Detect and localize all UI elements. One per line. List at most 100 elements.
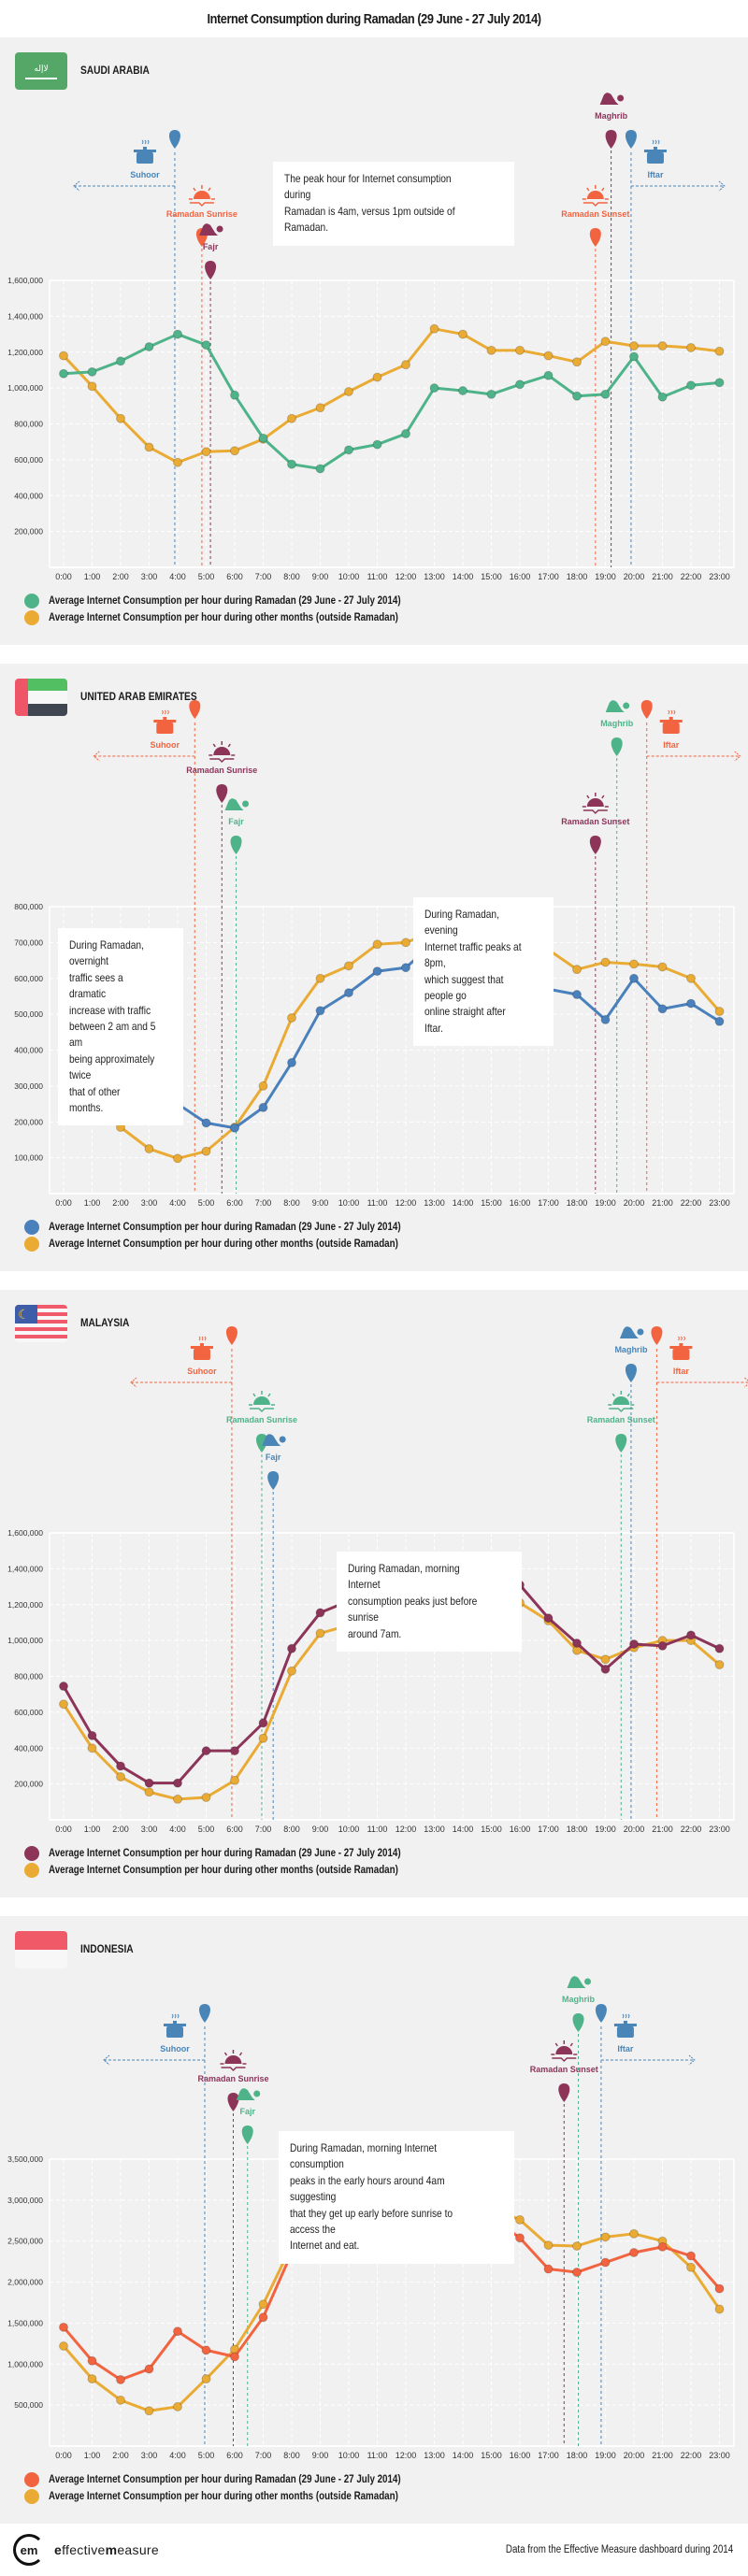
data-point[interactable]: [258, 1718, 268, 1728]
data-point[interactable]: [515, 2214, 525, 2225]
data-point[interactable]: [87, 1730, 97, 1740]
legend-item-ramadan[interactable]: Average Internet Consumption per hour du…: [24, 2471, 463, 2488]
data-point[interactable]: [572, 965, 582, 975]
data-point[interactable]: [144, 1778, 154, 1788]
data-point[interactable]: [572, 1639, 582, 1649]
data-point[interactable]: [287, 459, 296, 469]
data-point[interactable]: [629, 2247, 639, 2257]
data-point[interactable]: [714, 1643, 725, 1653]
data-point[interactable]: [543, 2264, 554, 2274]
data-point[interactable]: [543, 351, 554, 361]
data-point[interactable]: [230, 446, 239, 456]
data-point[interactable]: [686, 973, 696, 983]
data-point[interactable]: [258, 1080, 268, 1091]
data-point[interactable]: [201, 340, 211, 351]
data-point[interactable]: [87, 381, 97, 392]
data-point[interactable]: [116, 356, 125, 366]
data-point[interactable]: [401, 963, 410, 973]
data-point[interactable]: [714, 1016, 725, 1026]
data-point[interactable]: [287, 1057, 296, 1067]
data-point[interactable]: [144, 1144, 154, 1154]
data-point[interactable]: [315, 1006, 325, 1016]
data-point[interactable]: [230, 1746, 239, 1756]
data-point[interactable]: [543, 370, 554, 380]
data-point[interactable]: [657, 962, 668, 972]
data-point[interactable]: [230, 2352, 239, 2362]
data-point[interactable]: [59, 2322, 68, 2332]
data-point[interactable]: [572, 2268, 582, 2278]
data-point[interactable]: [59, 368, 68, 379]
data-point[interactable]: [714, 2304, 725, 2314]
data-point[interactable]: [116, 2395, 125, 2405]
data-point[interactable]: [600, 336, 611, 347]
data-point[interactable]: [600, 389, 611, 399]
data-point[interactable]: [116, 2374, 125, 2384]
data-point[interactable]: [401, 937, 410, 948]
data-point[interactable]: [315, 403, 325, 413]
data-point[interactable]: [629, 959, 639, 969]
data-point[interactable]: [515, 2233, 525, 2243]
data-point[interactable]: [201, 447, 211, 457]
data-point[interactable]: [600, 2232, 611, 2242]
data-point[interactable]: [201, 1793, 211, 1803]
data-point[interactable]: [144, 2364, 154, 2374]
data-point[interactable]: [59, 1699, 68, 1710]
data-point[interactable]: [258, 2299, 268, 2310]
data-point[interactable]: [714, 378, 725, 388]
data-point[interactable]: [173, 329, 182, 339]
data-point[interactable]: [714, 1660, 725, 1670]
data-point[interactable]: [315, 1608, 325, 1618]
data-point[interactable]: [686, 998, 696, 1009]
data-point[interactable]: [515, 345, 525, 355]
data-point[interactable]: [372, 966, 382, 977]
data-point[interactable]: [458, 329, 468, 339]
data-point[interactable]: [315, 973, 325, 983]
data-point[interactable]: [657, 341, 668, 351]
data-point[interactable]: [714, 1007, 725, 1017]
data-point[interactable]: [144, 2406, 154, 2416]
data-point[interactable]: [600, 1014, 611, 1024]
data-point[interactable]: [372, 372, 382, 382]
data-point[interactable]: [144, 442, 154, 452]
legend-item-other[interactable]: Average Internet Consumption per hour du…: [24, 2488, 463, 2505]
data-point[interactable]: [657, 1004, 668, 1014]
data-point[interactable]: [600, 1654, 611, 1665]
data-point[interactable]: [657, 392, 668, 402]
data-point[interactable]: [287, 1643, 296, 1653]
data-point[interactable]: [315, 464, 325, 474]
data-point[interactable]: [543, 2240, 554, 2251]
data-point[interactable]: [686, 342, 696, 352]
data-point[interactable]: [116, 1771, 125, 1782]
data-point[interactable]: [600, 957, 611, 967]
data-point[interactable]: [657, 1640, 668, 1651]
data-point[interactable]: [230, 1123, 239, 1133]
data-point[interactable]: [629, 973, 639, 983]
legend-item-other[interactable]: Average Internet Consumption per hour du…: [24, 1236, 463, 1252]
data-point[interactable]: [287, 1012, 296, 1023]
data-point[interactable]: [201, 1146, 211, 1156]
data-point[interactable]: [258, 1733, 268, 1743]
data-point[interactable]: [59, 2340, 68, 2351]
data-point[interactable]: [287, 413, 296, 423]
data-point[interactable]: [686, 2251, 696, 2261]
data-point[interactable]: [173, 1153, 182, 1164]
data-point[interactable]: [230, 390, 239, 400]
data-point[interactable]: [372, 939, 382, 950]
data-point[interactable]: [59, 351, 68, 361]
data-point[interactable]: [401, 360, 410, 370]
data-point[interactable]: [344, 961, 353, 971]
legend-item-other[interactable]: Average Internet Consumption per hour du…: [24, 1862, 463, 1879]
data-point[interactable]: [287, 1666, 296, 1676]
data-point[interactable]: [458, 386, 468, 396]
data-point[interactable]: [230, 1775, 239, 1785]
data-point[interactable]: [486, 389, 496, 399]
data-point[interactable]: [515, 379, 525, 390]
data-point[interactable]: [258, 2312, 268, 2323]
data-point[interactable]: [87, 1743, 97, 1753]
data-point[interactable]: [686, 2262, 696, 2272]
data-point[interactable]: [686, 380, 696, 391]
data-point[interactable]: [201, 1746, 211, 1756]
data-point[interactable]: [116, 413, 125, 423]
legend-item-ramadan[interactable]: Average Internet Consumption per hour du…: [24, 1845, 463, 1862]
data-point[interactable]: [258, 1102, 268, 1112]
